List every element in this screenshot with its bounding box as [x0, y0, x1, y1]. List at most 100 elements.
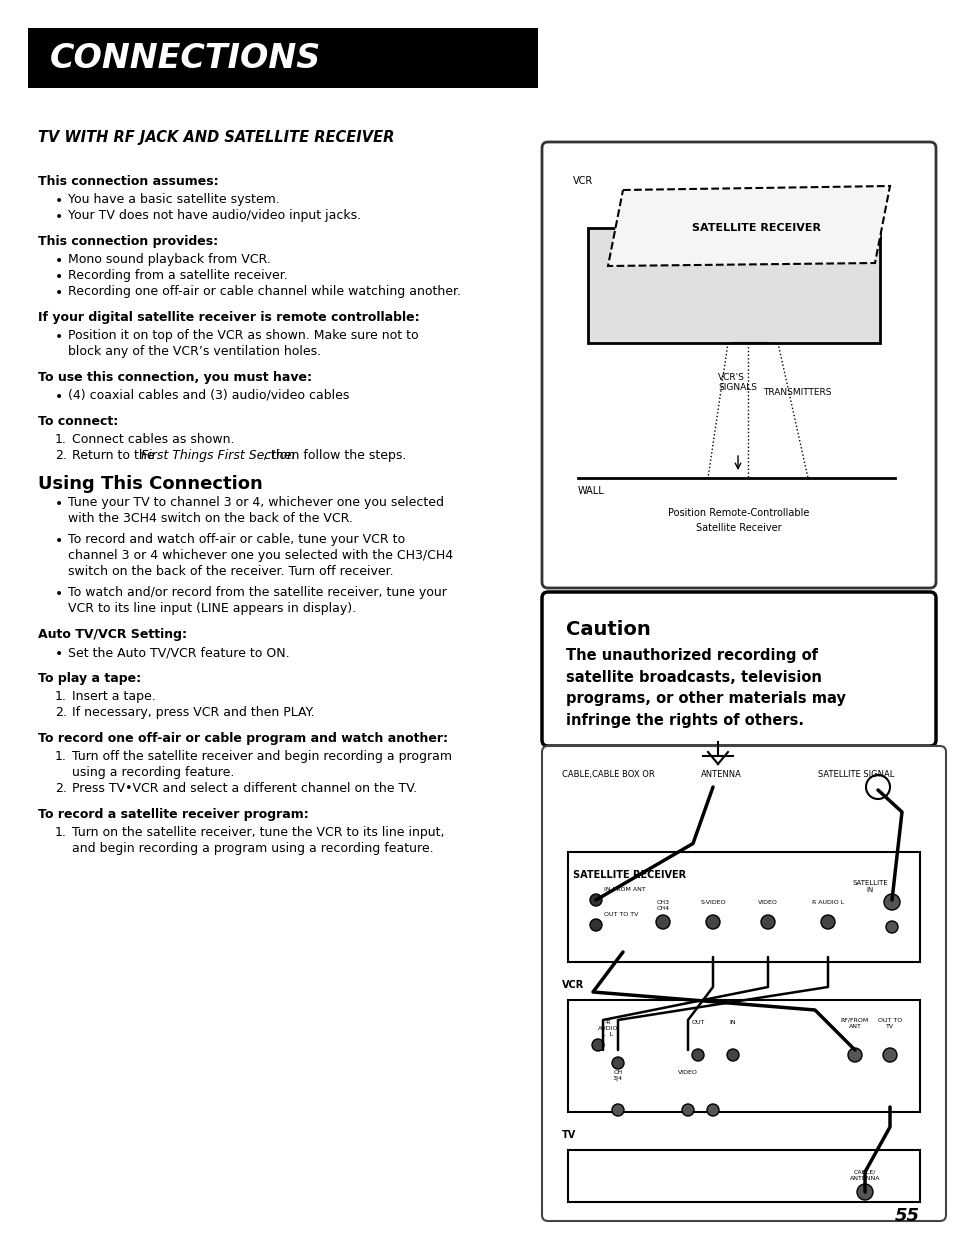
Text: Position Remote-Controllable: Position Remote-Controllable [668, 508, 809, 517]
Text: Recording from a satellite receiver.: Recording from a satellite receiver. [68, 269, 288, 282]
Text: SATELLITE RECEIVER: SATELLITE RECEIVER [573, 870, 685, 880]
Text: S-VIDEO: S-VIDEO [700, 900, 725, 905]
Text: Tune your TV to channel 3 or 4, whichever one you selected: Tune your TV to channel 3 or 4, whicheve… [68, 496, 443, 509]
Text: R AUDIO L: R AUDIO L [811, 900, 843, 905]
Bar [567, 853, 919, 962]
Text: Mono sound playback from VCR.: Mono sound playback from VCR. [68, 253, 271, 266]
Text: TRANSMITTERS: TRANSMITTERS [762, 388, 831, 397]
Circle shape [760, 915, 774, 930]
Text: 2.: 2. [55, 449, 67, 462]
Text: 1.: 1. [55, 690, 67, 702]
Circle shape [705, 915, 720, 930]
Circle shape [589, 894, 601, 906]
Text: •: • [55, 210, 63, 223]
Circle shape [847, 1047, 862, 1062]
Text: OUT TO TV: OUT TO TV [603, 912, 638, 917]
Text: To record and watch off-air or cable, tune your VCR to: To record and watch off-air or cable, tu… [68, 532, 405, 546]
Bar [28, 29, 537, 88]
Text: If your digital satellite receiver is remote controllable:: If your digital satellite receiver is re… [38, 311, 419, 324]
Text: (4) coaxial cables and (3) audio/video cables: (4) coaxial cables and (3) audio/video c… [68, 388, 349, 402]
Text: 2.: 2. [55, 782, 67, 795]
Circle shape [612, 1104, 623, 1116]
Text: Set the Auto TV/VCR feature to ON.: Set the Auto TV/VCR feature to ON. [68, 647, 290, 659]
Text: 1.: 1. [55, 433, 67, 446]
Text: Turn on the satellite receiver, tune the VCR to its line input,: Turn on the satellite receiver, tune the… [71, 827, 444, 839]
Text: Press TV•VCR and select a different channel on the TV.: Press TV•VCR and select a different chan… [71, 782, 416, 795]
Circle shape [856, 1184, 872, 1200]
Text: SATELLITE SIGNAL: SATELLITE SIGNAL [817, 769, 893, 779]
Text: , then follow the steps.: , then follow the steps. [262, 449, 406, 462]
Text: •: • [55, 271, 63, 284]
Text: Return to the: Return to the [71, 449, 158, 462]
Text: First Things First Section: First Things First Section [140, 449, 294, 462]
Text: •: • [55, 496, 63, 511]
Text: •: • [55, 647, 63, 661]
Text: VIDEO: VIDEO [678, 1070, 698, 1075]
Circle shape [885, 921, 897, 933]
Polygon shape [607, 186, 889, 266]
Circle shape [883, 894, 899, 910]
Circle shape [589, 920, 601, 931]
Text: To watch and/or record from the satellite receiver, tune your: To watch and/or record from the satellit… [68, 586, 446, 599]
Text: VCR: VCR [561, 980, 583, 990]
Text: Recording one off-air or cable channel while watching another.: Recording one off-air or cable channel w… [68, 285, 460, 298]
Text: 1.: 1. [55, 750, 67, 763]
Text: CH
3|4: CH 3|4 [612, 1070, 622, 1081]
Text: •: • [55, 330, 63, 344]
Text: Caution: Caution [565, 620, 650, 639]
Text: block any of the VCR’s ventilation holes.: block any of the VCR’s ventilation holes… [68, 345, 321, 357]
Text: IN FROM ANT: IN FROM ANT [603, 887, 645, 892]
Text: To play a tape:: To play a tape: [38, 671, 141, 685]
Text: •: • [55, 587, 63, 601]
FancyBboxPatch shape [541, 592, 935, 746]
Text: OUT: OUT [691, 1020, 704, 1025]
Text: VCR: VCR [573, 176, 593, 186]
Text: WALL: WALL [578, 486, 604, 496]
Text: RF/FROM
ANT: RF/FROM ANT [840, 1018, 868, 1029]
FancyBboxPatch shape [541, 141, 935, 588]
Circle shape [691, 1049, 703, 1061]
Text: This connection assumes:: This connection assumes: [38, 175, 218, 187]
Circle shape [726, 1049, 739, 1061]
Text: •: • [55, 534, 63, 549]
Text: TV WITH RF JACK AND SATELLITE RECEIVER: TV WITH RF JACK AND SATELLITE RECEIVER [38, 130, 394, 145]
Text: To connect:: To connect: [38, 414, 118, 428]
Text: and begin recording a program using a recording feature.: and begin recording a program using a re… [71, 841, 434, 855]
Text: using a recording feature.: using a recording feature. [71, 766, 234, 779]
Text: with the 3CH4 switch on the back of the VCR.: with the 3CH4 switch on the back of the … [68, 513, 353, 525]
Text: The unauthorized recording of
satellite broadcasts, television
programs, or othe: The unauthorized recording of satellite … [565, 648, 845, 727]
Text: VIDEO: VIDEO [758, 900, 777, 905]
Text: To record one off-air or cable program and watch another:: To record one off-air or cable program a… [38, 732, 448, 745]
Text: TV: TV [561, 1131, 576, 1140]
Bar [567, 1000, 919, 1112]
Text: Turn off the satellite receiver and begin recording a program: Turn off the satellite receiver and begi… [71, 750, 452, 763]
Text: ANTENNA: ANTENNA [700, 769, 741, 779]
Text: Auto TV/VCR Setting:: Auto TV/VCR Setting: [38, 628, 187, 642]
Text: CONNECTIONS: CONNECTIONS [50, 41, 321, 74]
Text: •: • [55, 285, 63, 300]
Text: •: • [55, 194, 63, 208]
Text: 55: 55 [894, 1207, 919, 1225]
Text: To use this connection, you must have:: To use this connection, you must have: [38, 371, 312, 383]
Text: CABLE/
ANTENNA: CABLE/ ANTENNA [849, 1170, 880, 1180]
Text: Position it on top of the VCR as shown. Make sure not to: Position it on top of the VCR as shown. … [68, 329, 418, 343]
Text: -R
AUDIO
L  L: -R AUDIO L L [598, 1020, 618, 1036]
Circle shape [865, 774, 889, 799]
Circle shape [706, 1104, 719, 1116]
Text: If necessary, press VCR and then PLAY.: If necessary, press VCR and then PLAY. [71, 706, 314, 719]
Bar [587, 228, 879, 343]
Text: •: • [55, 254, 63, 268]
Text: channel 3 or 4 whichever one you selected with the CH3/CH4: channel 3 or 4 whichever one you selecte… [68, 549, 453, 562]
Text: This connection provides:: This connection provides: [38, 235, 218, 248]
Circle shape [656, 915, 669, 930]
Text: Your TV does not have audio/video input jacks.: Your TV does not have audio/video input … [68, 208, 361, 222]
Text: Insert a tape.: Insert a tape. [71, 690, 155, 702]
Text: 2.: 2. [55, 706, 67, 719]
Text: OUT TO
TV: OUT TO TV [877, 1018, 902, 1029]
Text: VCR'S
SIGNALS: VCR'S SIGNALS [718, 374, 757, 392]
Text: SATELLITE
IN: SATELLITE IN [851, 880, 887, 894]
Text: 1.: 1. [55, 827, 67, 839]
Text: •: • [55, 390, 63, 405]
Text: IN: IN [729, 1020, 736, 1025]
Bar [567, 1150, 919, 1203]
